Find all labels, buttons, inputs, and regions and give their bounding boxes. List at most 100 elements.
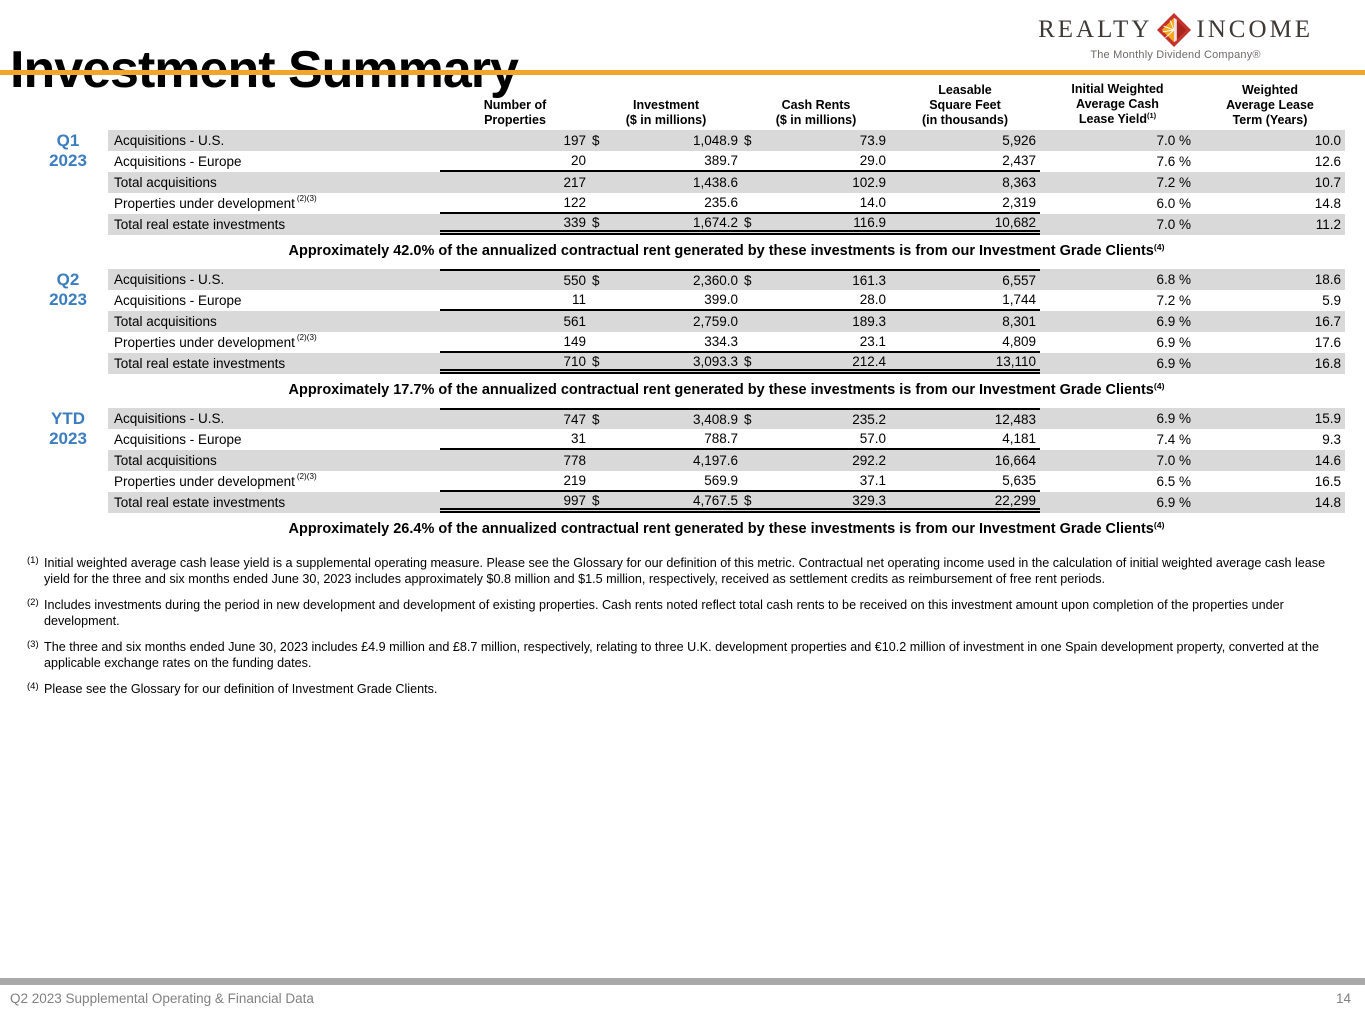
- column-header-line-text: Number of: [483, 98, 547, 112]
- footnote-1-marker: (1): [27, 555, 39, 566]
- period-label: Q1 2023: [35, 131, 101, 171]
- investment-grade-note: Approximately 42.0% of the annualized co…: [108, 235, 1345, 269]
- row-label-text: Total real estate investments: [114, 356, 286, 371]
- cell-lease-yield: 6.9 %: [1156, 314, 1191, 329]
- cell-lease-yield: 7.6 %: [1156, 154, 1191, 169]
- row-label: Total acquisitions: [108, 172, 440, 193]
- cell-leasable-square-feet: 13,110: [890, 353, 1040, 374]
- dollar-sign: $: [590, 269, 608, 290]
- cell-lease-term: 9.3: [1322, 432, 1341, 447]
- row-label-text: Properties under development: [114, 196, 295, 211]
- cell-cash-rents: 23.1: [760, 332, 890, 353]
- cell-lease-term: 16.7: [1314, 314, 1341, 329]
- column-header-line-text: Lease Yield: [1078, 112, 1147, 126]
- investment-grade-note-footnote-ref: (4): [1153, 242, 1165, 252]
- row-label-text: Total acquisitions: [114, 453, 217, 468]
- cell-lease-yield: 6.9 %: [1156, 335, 1191, 350]
- cell-investment: 1,048.9: [692, 133, 738, 148]
- cell-number-of-properties: 217: [563, 175, 586, 190]
- cell-lease-yield: 7.0 %: [1156, 217, 1191, 232]
- row-label-text: Acquisitions - Europe: [114, 154, 242, 169]
- cell-lease-yield: 7.2 %: [1156, 175, 1191, 190]
- column-header-line: Leasable: [938, 83, 992, 98]
- cell-investment: 399.0: [608, 290, 742, 311]
- investment-grade-note-text: Approximately 26.4% of the annualized co…: [288, 521, 1154, 537]
- cell-investment: 3,408.9: [608, 408, 742, 429]
- dollar-sign: [742, 290, 760, 311]
- row-label-text: Acquisitions - Europe: [114, 432, 242, 447]
- dollar-sign: [742, 311, 760, 332]
- cell-lease-term: 14.8: [1314, 196, 1341, 211]
- column-header-line: Average Cash: [1076, 97, 1159, 112]
- row-label-text: Total real estate investments: [114, 217, 286, 232]
- period-label-line: Q1: [56, 131, 80, 150]
- footnote-3-marker: (3): [27, 639, 39, 650]
- page-title: Investment Summary: [10, 40, 519, 99]
- footer: Q2 2023 Supplemental Operating & Financi…: [10, 991, 1351, 1006]
- cell-cash-rents: 189.3: [852, 314, 886, 329]
- column-header-line-text: Investment: [633, 98, 699, 112]
- column-header-line-text: Properties: [484, 113, 546, 127]
- dollar-sign: $: [590, 353, 608, 374]
- column-header-line-text: (in thousands): [921, 113, 1009, 127]
- dollar-sign: [590, 172, 608, 193]
- table-row: Total real estate investments 997 $4,767.5…: [108, 492, 1345, 513]
- realty-income-logo: REALTY INCOME The Monthly Dividend Compa…: [1038, 13, 1313, 61]
- cell-number-of-properties: 197: [563, 133, 586, 148]
- table-header-row: Number of Properties Investment ($ in milli…: [108, 82, 1345, 133]
- cell-investment: 569.9: [608, 471, 742, 492]
- cell-leasable-square-feet: 1,744: [890, 290, 1040, 311]
- period-label-line: 2023: [49, 151, 87, 170]
- cell-lease-yield: 6.9 %: [1156, 495, 1191, 510]
- dollar-sign: [590, 193, 608, 214]
- dollar-sign: [590, 429, 608, 450]
- cell-number-of-properties: 997: [440, 492, 590, 513]
- cell-leasable-square-feet: 6,557: [890, 269, 1040, 290]
- column-header-line: Average Lease: [1226, 98, 1314, 113]
- table-row: Acquisitions - U.S. 197 $1,048.9 $73.9 5,926…: [108, 130, 1345, 151]
- table-row: Total acquisitions 561 2,759.0 189.3 8,301 6.…: [108, 311, 1345, 332]
- column-header-line: Initial Weighted: [1071, 82, 1163, 97]
- footnote-2-marker: (2): [27, 597, 39, 608]
- row-label-text: Properties under development: [114, 474, 295, 489]
- investment-grade-note: Approximately 26.4% of the annualized co…: [108, 513, 1345, 547]
- cell-cash-rents: 212.4: [760, 353, 890, 374]
- dollar-sign: [742, 151, 760, 172]
- cell-lease-yield: 6.9 %: [1156, 411, 1191, 426]
- cell-cash-rents: 14.0: [760, 193, 890, 214]
- cell-lease-yield: 7.0 %: [1156, 133, 1191, 148]
- footnote-4-marker: (4): [27, 681, 39, 692]
- cell-lease-yield: 6.5 %: [1156, 474, 1191, 489]
- cell-leasable-square-feet: 4,181: [890, 429, 1040, 450]
- table-row: Properties under development (2)(3) 149 334…: [108, 332, 1345, 353]
- column-header-line-text: Weighted: [1241, 83, 1299, 97]
- column-header-line: ($ in millions): [626, 113, 707, 128]
- cell-lease-term: 14.6: [1314, 453, 1341, 468]
- cell-cash-rents: 57.0: [760, 429, 890, 450]
- column-header-line: Cash Rents: [782, 98, 851, 113]
- table-row: Acquisitions - U.S. 550 $2,360.0 $161.3 6,55…: [108, 269, 1345, 290]
- logo-tagline: The Monthly Dividend Company®: [1090, 49, 1261, 61]
- table-section-ytd-2023: YTD 2023 Acquisitions - U.S. 747 $3,408.9 $23…: [49, 408, 1345, 547]
- investment-grade-note-footnote-ref: (4): [1153, 381, 1165, 391]
- column-header: Number of Properties: [440, 82, 590, 133]
- column-header-line-text: Average Cash: [1076, 97, 1159, 111]
- cell-investment: 1,438.6: [692, 175, 738, 190]
- cell-investment: 2,360.0: [608, 269, 742, 290]
- footnote-3-text: The three and six months ended June 30, …: [44, 640, 1320, 670]
- table-row: Total real estate investments 339 $1,674.2…: [108, 214, 1345, 235]
- cell-number-of-properties: 550: [440, 269, 590, 290]
- cell-cash-rents: 116.9: [760, 214, 890, 235]
- cell-cash-rents: 28.0: [760, 290, 890, 311]
- table-row: Acquisitions - U.S. 747 $3,408.9 $235.2 12,4…: [108, 408, 1345, 429]
- row-label: Acquisitions - Europe: [108, 290, 440, 311]
- title-accent-bar: [0, 70, 1365, 75]
- dollar-sign: [590, 151, 608, 172]
- cell-leasable-square-feet: 2,319: [890, 193, 1040, 214]
- row-label-text: Total real estate investments: [114, 495, 286, 510]
- table-header-spacer: [108, 82, 440, 133]
- dollar-sign: $: [744, 133, 752, 148]
- column-header-line: Square Feet: [929, 98, 1001, 113]
- cell-lease-term: 17.6: [1314, 335, 1341, 350]
- dollar-sign: [742, 429, 760, 450]
